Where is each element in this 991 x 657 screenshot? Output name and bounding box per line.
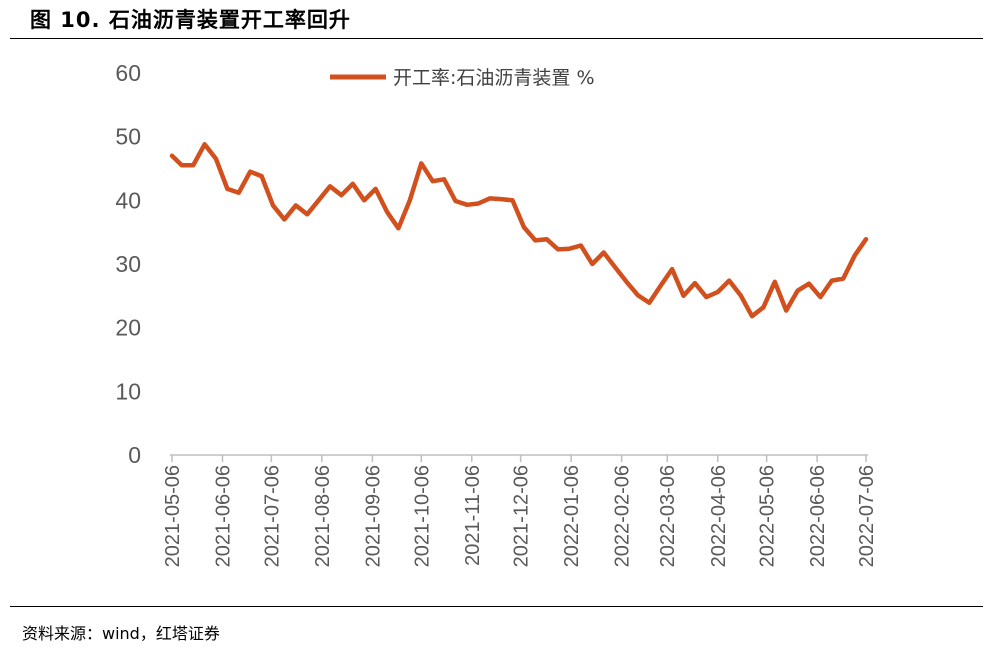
x-tick-label: 2022-07-06: [856, 465, 878, 567]
x-tick-label: 2021-07-06: [261, 465, 283, 567]
x-tick-label: 2021-11-06: [462, 465, 484, 566]
y-tick-label: 20: [115, 315, 141, 341]
x-tick-label: 2021-08-06: [312, 465, 334, 567]
legend-label: 开工率:石油沥青装置 %: [393, 67, 595, 89]
source-note: 资料来源：wind，红塔证券: [22, 624, 220, 643]
y-tick-label: 60: [115, 60, 141, 86]
x-tick-label: 2021-09-06: [362, 465, 384, 567]
y-tick-label: 50: [115, 124, 141, 150]
x-axis-tick-marks: [171, 455, 867, 462]
x-tick-label: 2021-10-06: [411, 465, 433, 567]
x-tick-label: 2022-03-06: [657, 465, 679, 567]
series-line: [169, 142, 869, 319]
x-tick-label: 2021-06-06: [213, 465, 235, 567]
y-tick-label: 40: [115, 187, 141, 213]
x-tick-label: 2021-12-06: [511, 465, 533, 567]
legend: 开工率:石油沥青装置 %: [330, 67, 595, 89]
y-tick-label: 30: [115, 251, 141, 277]
x-tick-label: 2021-05-06: [162, 465, 184, 567]
y-axis-ticks: 0 10 20 30 40 50 60: [115, 60, 141, 468]
x-tick-label: 2022-06-06: [807, 465, 829, 567]
y-tick-label: 0: [128, 442, 141, 468]
x-tick-label: 2022-04-06: [708, 465, 730, 567]
top-rule: [10, 38, 983, 39]
y-tick-label: 10: [115, 378, 141, 404]
figure-title: 图 10. 石油沥青装置开工率回升: [30, 8, 351, 32]
x-axis-tick-labels: 2021-05-06 2021-06-06 2021-07-06 2021-08-06…: [162, 465, 878, 567]
x-tick-label: 2022-01-06: [561, 465, 583, 567]
x-tick-label: 2022-02-06: [612, 465, 634, 567]
x-tick-label: 2022-05-06: [757, 465, 779, 567]
bottom-rule: [10, 606, 983, 607]
